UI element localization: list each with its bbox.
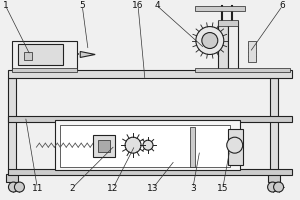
Bar [8,78,16,175]
Bar [248,41,256,62]
Text: 12: 12 [107,184,119,193]
Circle shape [227,137,243,153]
Text: 1: 1 [3,1,8,10]
Bar [195,68,290,72]
Bar [60,125,230,167]
Text: 13: 13 [147,184,159,193]
Bar [93,135,115,157]
Bar [24,52,32,60]
Circle shape [274,182,284,192]
Text: 3: 3 [190,184,196,193]
Bar [18,44,63,65]
Bar [268,174,280,182]
Polygon shape [80,51,95,57]
Circle shape [202,33,218,48]
Bar [98,140,110,152]
Circle shape [125,137,141,153]
Circle shape [143,140,153,150]
Bar [218,20,238,26]
Bar [7,174,18,182]
Bar [270,78,278,175]
Bar [8,70,292,78]
Bar [55,120,240,170]
Bar [195,6,245,11]
Text: 2: 2 [69,184,75,193]
Bar [8,116,292,122]
Bar [12,41,77,70]
Circle shape [268,182,278,192]
Text: 6: 6 [280,1,285,10]
Bar [218,21,228,70]
Circle shape [8,182,18,192]
Text: 15: 15 [217,184,229,193]
Text: 4: 4 [154,1,160,10]
Bar [8,169,292,175]
Bar [12,68,77,72]
Circle shape [196,27,224,54]
Bar [190,127,195,167]
Circle shape [14,182,24,192]
Bar [228,21,238,70]
Text: 5: 5 [79,1,85,10]
Text: 16: 16 [132,1,144,10]
Text: 11: 11 [32,184,43,193]
Bar [228,129,243,165]
